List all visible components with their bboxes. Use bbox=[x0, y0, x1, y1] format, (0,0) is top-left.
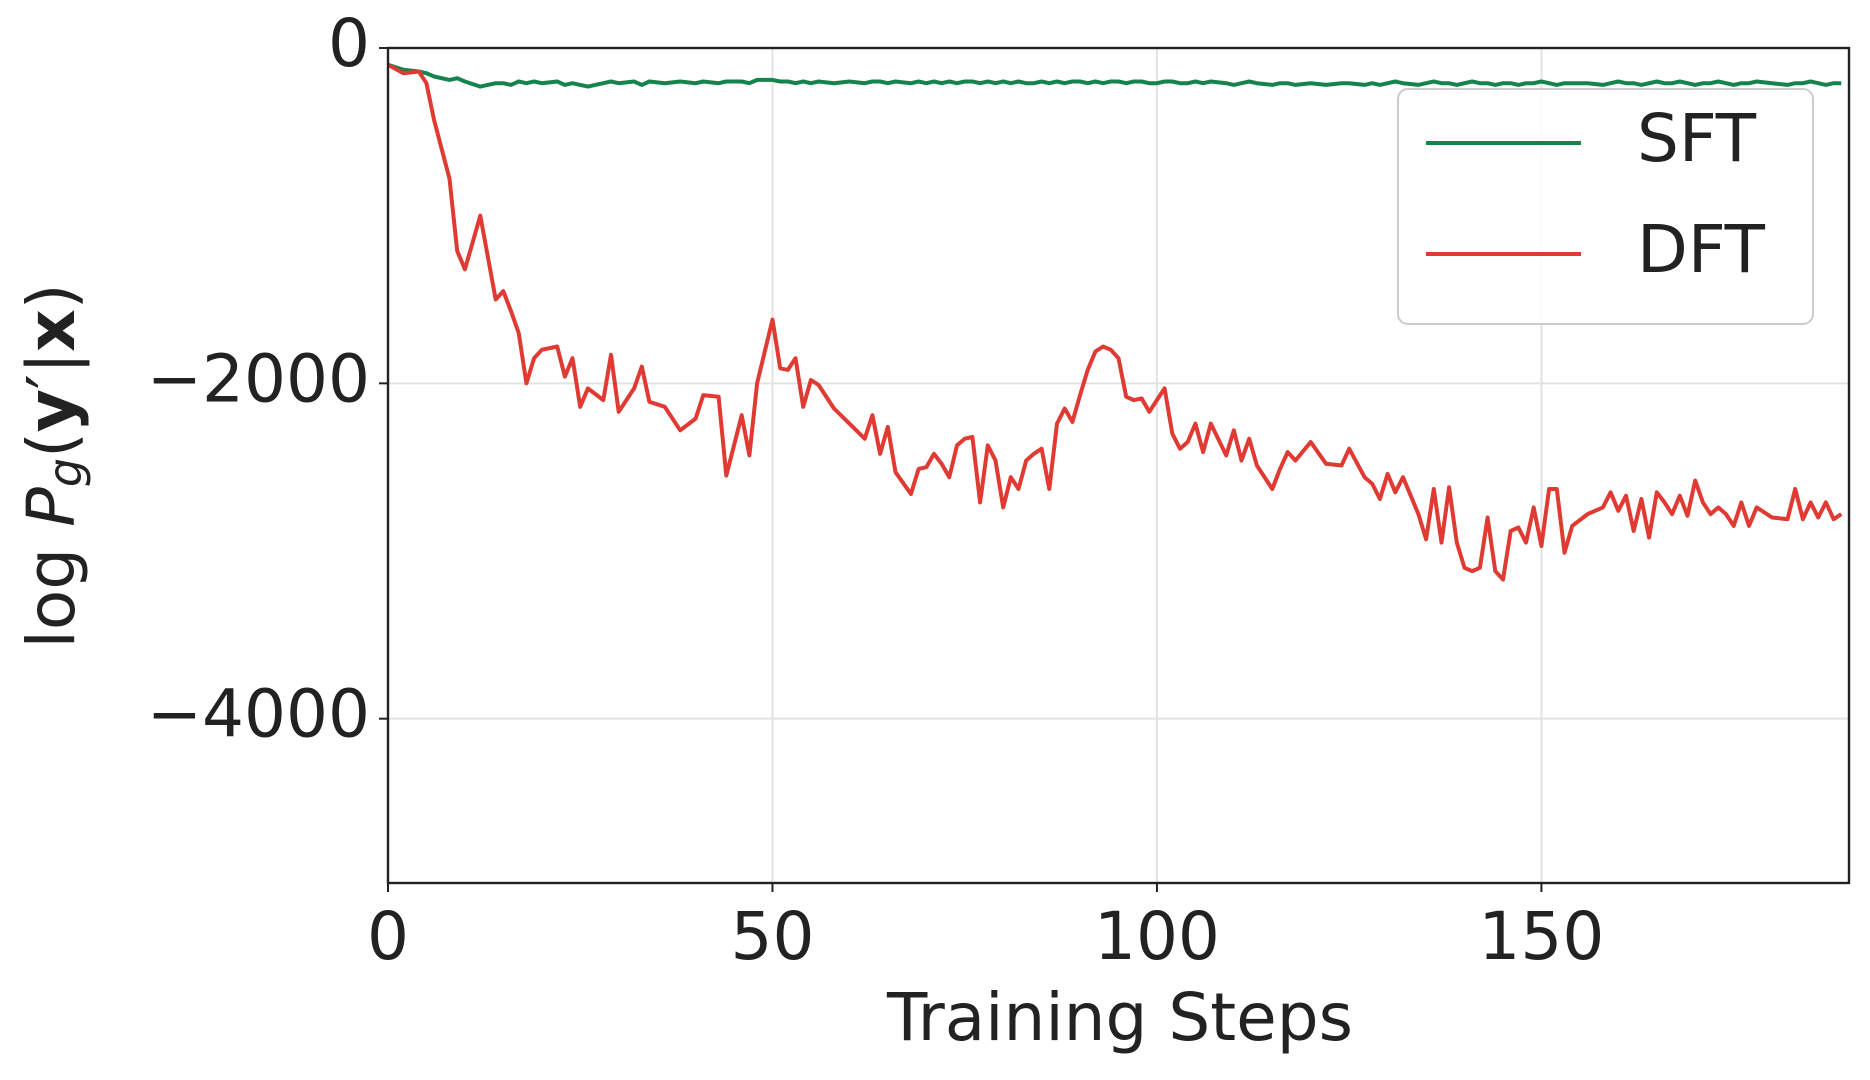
y-tick-label: −4000 bbox=[147, 676, 370, 753]
legend-box bbox=[1397, 88, 1814, 325]
series-line bbox=[387, 63, 1843, 582]
x-tick-label: 0 bbox=[367, 898, 409, 975]
legend-label: DFT bbox=[1637, 211, 1766, 288]
x-tick-label: 100 bbox=[1094, 898, 1220, 975]
y-tick-label: 0 bbox=[328, 5, 370, 82]
y-axis-label-part: ′| bbox=[13, 352, 90, 389]
y-axis-label-part: log bbox=[13, 527, 90, 649]
y-axis-label-part: x bbox=[13, 309, 90, 352]
series-line bbox=[387, 62, 1842, 89]
plot-frame bbox=[386, 46, 1851, 885]
y-axis-label: log Pg(y′|x) bbox=[13, 284, 91, 649]
y-axis-label-part: y bbox=[13, 389, 90, 432]
y-axis-label-part: ) bbox=[13, 284, 90, 310]
y-axis-label-part: ( bbox=[13, 432, 90, 458]
x-axis-label: Training Steps bbox=[886, 979, 1353, 1056]
legend-label: SFT bbox=[1637, 100, 1757, 177]
y-tick-label: −2000 bbox=[147, 340, 370, 417]
y-axis-label-part: g bbox=[38, 458, 92, 487]
y-axis-label-part: P bbox=[13, 487, 90, 527]
x-tick-label: 50 bbox=[730, 898, 814, 975]
x-tick-label: 150 bbox=[1478, 898, 1604, 975]
